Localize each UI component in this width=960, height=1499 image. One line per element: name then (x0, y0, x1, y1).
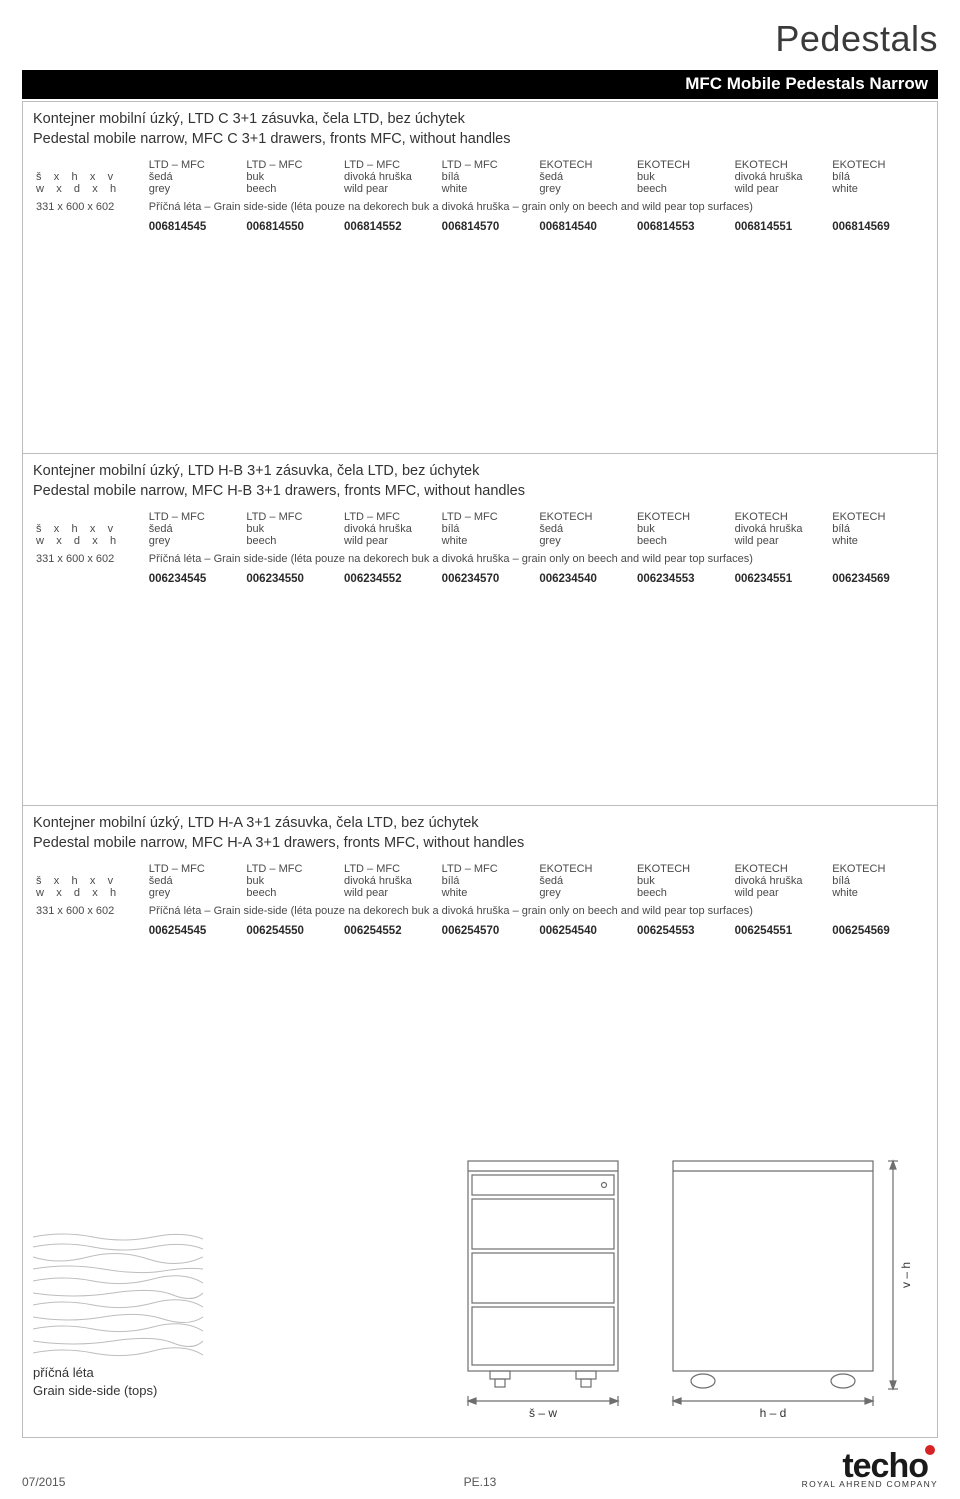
variant-table: LTD – MFC LTD – MFC LTD – MFC LTD – MFC … (33, 159, 927, 233)
dim-label-vh: v – h (899, 1262, 913, 1288)
section-title-cz: Kontejner mobilní úzký, LTD H-B 3+1 zásu… (33, 462, 927, 482)
section-title-en: Pedestal mobile narrow, MFC H-A 3+1 draw… (33, 834, 927, 854)
content-frame: Kontejner mobilní úzký, LTD C 3+1 zásuvk… (22, 101, 938, 1438)
pedestal-diagram: š – w h – d v – h (448, 1141, 923, 1421)
footer-page-number: PE.13 (464, 1475, 497, 1489)
footer-date: 07/2015 (22, 1475, 65, 1489)
dim-label-hd: h – d (760, 1406, 787, 1420)
section-title-en: Pedestal mobile narrow, MFC C 3+1 drawer… (33, 130, 927, 150)
page-title: Pedestals (22, 18, 938, 60)
variant-table: LTD – MFC LTD – MFC LTD – MFC LTD – MFC … (33, 863, 927, 937)
section-title-en: Pedestal mobile narrow, MFC H-B 3+1 draw… (33, 482, 927, 502)
section-1: Kontejner mobilní úzký, LTD C 3+1 zásuvk… (23, 102, 937, 233)
section-title-cz: Kontejner mobilní úzký, LTD H-A 3+1 zásu… (33, 814, 927, 834)
page-footer: 07/2015 PE.13 techo ROYAL AHREND COMPANY (0, 1449, 960, 1489)
grain-texture-label: příčná léta Grain side-side (tops) (33, 1364, 157, 1399)
dim-label-sw: š – w (529, 1406, 557, 1420)
section-title-cz: Kontejner mobilní úzký, LTD C 3+1 zásuvk… (33, 110, 927, 130)
section-3: Kontejner mobilní úzký, LTD H-A 3+1 zásu… (23, 806, 937, 937)
variant-table: LTD – MFC LTD – MFC LTD – MFC LTD – MFC … (33, 511, 927, 585)
section-2: Kontejner mobilní úzký, LTD H-B 3+1 zásu… (23, 454, 937, 585)
brand-logo: techo ROYAL AHREND COMPANY (802, 1449, 938, 1489)
grain-texture-icon (33, 1229, 203, 1359)
diagram-area: příčná léta Grain side-side (tops) (23, 997, 937, 1437)
category-band: MFC Mobile Pedestals Narrow (22, 70, 938, 99)
